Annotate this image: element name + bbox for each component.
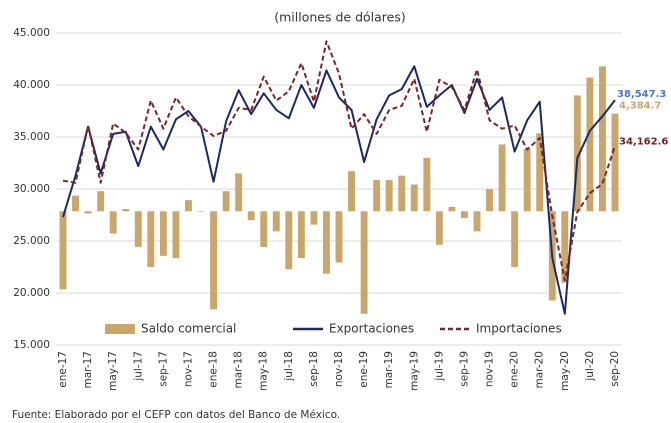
x-tick-label: mar-17 — [82, 351, 94, 388]
legend-swatch — [105, 324, 135, 334]
bar — [498, 144, 506, 212]
bar — [398, 175, 406, 212]
bar — [323, 211, 330, 274]
bar — [410, 184, 418, 212]
bar — [247, 211, 255, 221]
bar — [461, 211, 468, 218]
legend-label: Exportaciones — [329, 322, 414, 336]
bar — [260, 211, 268, 247]
x-tick-label: sep-17 — [157, 351, 169, 387]
bar — [448, 206, 456, 212]
bar — [348, 171, 355, 212]
value-label: 4,384.7 — [619, 101, 661, 112]
bar — [335, 211, 343, 263]
x-tick-label: nov-19 — [484, 351, 496, 387]
bar — [185, 200, 192, 212]
y-tick-label: 35.000 — [13, 131, 50, 143]
x-tick-label: jul-19 — [433, 351, 445, 382]
chart-title: (millones de dólares) — [274, 10, 405, 25]
bar — [360, 211, 368, 314]
bar — [235, 173, 243, 212]
x-tick-label: jul-20 — [584, 351, 596, 382]
x-tick-label: may-18 — [258, 351, 270, 391]
source-note: Fuente: Elaborado por el CEFP con datos … — [12, 409, 340, 421]
bar — [134, 211, 142, 247]
x-tick-label: jul-18 — [283, 351, 295, 382]
x-tick-label: may-17 — [107, 351, 119, 391]
value-label: 38,547.3 — [617, 89, 666, 100]
bar — [72, 195, 79, 212]
bar — [222, 191, 230, 212]
bar — [536, 133, 544, 212]
y-tick-label: 15.000 — [13, 339, 50, 351]
bar — [473, 211, 481, 232]
bar — [373, 180, 381, 212]
bar — [109, 211, 117, 234]
bar — [285, 211, 293, 270]
x-tick-label: may-20 — [559, 351, 571, 391]
x-tick-label: sep-18 — [308, 351, 320, 387]
bar — [172, 211, 180, 259]
bar — [310, 211, 318, 225]
bar — [59, 211, 67, 290]
bar — [385, 180, 393, 212]
x-tick-label: ene-19 — [358, 351, 370, 388]
x-tick-label: ene-18 — [208, 351, 220, 388]
x-tick-label: nov-18 — [333, 351, 345, 387]
bar — [435, 211, 443, 245]
y-tick-label: 30.000 — [13, 183, 50, 195]
bar — [611, 113, 619, 212]
x-tick-label: mar-19 — [383, 351, 395, 388]
bar — [84, 211, 92, 214]
x-tick-label: sep-20 — [609, 351, 621, 387]
bar — [97, 191, 105, 212]
bar — [197, 211, 205, 212]
y-tick-label: 20.000 — [13, 287, 50, 299]
x-tick-label: sep-19 — [458, 351, 470, 387]
value-label: 34,162.6 — [619, 137, 668, 148]
bar — [573, 95, 581, 212]
bar — [486, 189, 493, 212]
bar — [423, 157, 431, 212]
bar — [272, 211, 280, 232]
bar — [561, 211, 569, 283]
x-tick-label: nov-17 — [182, 351, 194, 387]
x-tick-label: jul-17 — [132, 351, 144, 382]
legend-label: Saldo comercial — [141, 322, 236, 336]
bar — [586, 77, 594, 212]
x-tick-label: mar-18 — [233, 351, 245, 388]
bar — [297, 211, 305, 259]
bar — [523, 148, 531, 212]
bar — [599, 66, 606, 212]
x-tick-label: ene-17 — [57, 351, 69, 388]
y-tick-label: 25.000 — [13, 235, 50, 247]
line-2 — [62, 40, 616, 282]
x-tick-label: ene-20 — [509, 351, 521, 388]
y-tick-label: 45.000 — [13, 27, 50, 39]
bar — [147, 211, 155, 267]
bar — [159, 211, 167, 256]
line-1 — [62, 65, 616, 315]
x-tick-label: may-19 — [408, 351, 420, 391]
bar — [210, 211, 217, 310]
y-tick-label: 40.000 — [13, 79, 50, 91]
x-tick-label: mar-20 — [534, 351, 546, 388]
bar — [122, 209, 130, 212]
bar — [511, 211, 519, 267]
legend-label: Importaciones — [476, 322, 562, 336]
